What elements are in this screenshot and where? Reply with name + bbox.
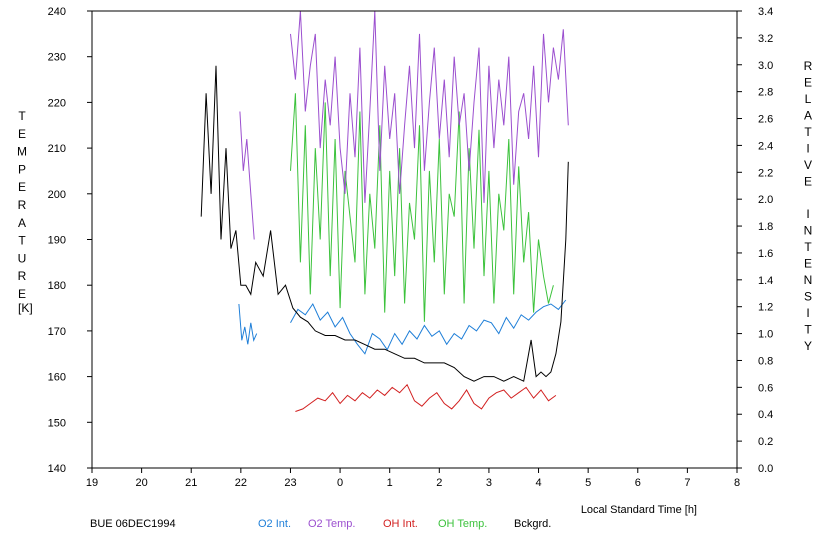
left-tick-label: 190 bbox=[48, 235, 66, 247]
right-axis-label-letter: E bbox=[804, 257, 812, 271]
series-line-oh-temp bbox=[290, 93, 554, 322]
left-axis-unit: [K] bbox=[18, 301, 33, 315]
left-axis-label-letter: R bbox=[18, 269, 27, 283]
legend: O2 Int. O2 Temp. OH Int. OH Temp. Bckgrd. bbox=[258, 518, 551, 530]
right-tick-label: 2.2 bbox=[758, 167, 773, 179]
x-tick-label: 4 bbox=[535, 477, 541, 489]
right-axis-label-letter: I bbox=[806, 141, 809, 155]
x-tick-label: 22 bbox=[235, 477, 247, 489]
left-tick-label: 140 bbox=[48, 463, 66, 475]
x-tick-label: 19 bbox=[86, 477, 98, 489]
right-tick-label: 2.6 bbox=[758, 114, 773, 126]
x-tick-label: 2 bbox=[436, 477, 442, 489]
series-line-o2-temp bbox=[239, 111, 255, 240]
right-axis-label-letter: V bbox=[804, 158, 812, 172]
left-axis-label-letter: R bbox=[18, 198, 27, 212]
x-axis: 19 20 21 22 23 0 1 2 3 4 5 6 7 8 bbox=[86, 468, 740, 489]
right-axis-label-letter: E bbox=[804, 75, 812, 89]
left-tick-label: 200 bbox=[48, 189, 66, 201]
legend-entry: OH Temp. bbox=[438, 518, 487, 530]
right-axis-label-letter: I bbox=[806, 306, 809, 320]
x-tick-label: 23 bbox=[284, 477, 296, 489]
left-tick-label: 220 bbox=[48, 97, 66, 109]
left-tick-label: 170 bbox=[48, 326, 66, 338]
right-tick-label: 1.8 bbox=[758, 221, 773, 233]
left-tick-label: 240 bbox=[48, 6, 66, 18]
right-axis-label-letter: S bbox=[804, 290, 812, 304]
x-tick-label: 0 bbox=[337, 477, 343, 489]
right-axis-label-letter: T bbox=[804, 240, 812, 254]
left-axis-label-letter: P bbox=[18, 162, 26, 176]
legend-entry: O2 Temp. bbox=[308, 518, 356, 530]
right-axis-label-letter: Y bbox=[804, 339, 812, 353]
right-tick-label: 3.0 bbox=[758, 60, 773, 72]
x-tick-label: 7 bbox=[684, 477, 690, 489]
series-line-o2-int bbox=[290, 299, 567, 355]
right-axis-label-letter: T bbox=[804, 323, 812, 337]
left-axis-label-letter: A bbox=[18, 216, 26, 230]
right-tick-label: 0.6 bbox=[758, 382, 773, 394]
left-y-axis: 140 150 160 170 180 190 200 210 220 230 240 bbox=[48, 6, 92, 475]
right-axis-label-letter: E bbox=[804, 174, 812, 188]
left-tick-label: 210 bbox=[48, 143, 66, 155]
series-line-o2-temp bbox=[290, 10, 569, 203]
left-axis-label-letter: E bbox=[18, 180, 26, 194]
right-tick-label: 0.0 bbox=[758, 463, 773, 475]
series-line-bckgrd bbox=[200, 65, 569, 382]
right-axis-label-letter: R bbox=[804, 59, 813, 73]
x-tick-label: 5 bbox=[585, 477, 591, 489]
x-axis-label: Local Standard Time [h] bbox=[581, 504, 697, 516]
x-tick-label: 3 bbox=[486, 477, 492, 489]
x-tick-label: 20 bbox=[135, 477, 147, 489]
right-tick-label: 1.4 bbox=[758, 275, 773, 287]
series-line-o2-int bbox=[238, 303, 258, 345]
left-axis-label-letter: E bbox=[18, 127, 26, 141]
right-axis-label-letter: I bbox=[806, 207, 809, 221]
left-tick-label: 180 bbox=[48, 280, 66, 292]
right-tick-label: 1.0 bbox=[758, 329, 773, 341]
right-tick-label: 2.4 bbox=[758, 140, 773, 152]
right-tick-label: 2.0 bbox=[758, 194, 773, 206]
left-axis-label-letter: T bbox=[18, 109, 26, 123]
legend-entry: OH Int. bbox=[383, 518, 418, 530]
legend-entry: O2 Int. bbox=[258, 518, 291, 530]
left-tick-label: 150 bbox=[48, 417, 66, 429]
left-axis-label-letter: E bbox=[18, 287, 26, 301]
left-tick-label: 230 bbox=[48, 52, 66, 64]
right-y-axis: 0.0 0.2 0.4 0.6 0.8 1.0 1.2 1.4 1.6 1.8 2.0 2.2 2.4 2… bbox=[737, 6, 773, 475]
chart-title: BUE 06DEC1994 bbox=[90, 518, 176, 530]
right-tick-label: 0.8 bbox=[758, 355, 773, 367]
right-tick-label: 1.6 bbox=[758, 248, 773, 260]
right-axis-label-letter: N bbox=[804, 224, 813, 238]
right-axis-label-letter: A bbox=[804, 108, 812, 122]
legend-entry: Bckgrd. bbox=[514, 518, 551, 530]
x-tick-label: 6 bbox=[635, 477, 641, 489]
right-axis-label-letter: N bbox=[804, 273, 813, 287]
x-tick-label: 1 bbox=[387, 477, 393, 489]
right-tick-label: 3.2 bbox=[758, 33, 773, 45]
x-tick-label: 21 bbox=[185, 477, 197, 489]
left-axis-label-letter: M bbox=[17, 145, 27, 159]
right-tick-label: 2.8 bbox=[758, 87, 773, 99]
right-tick-label: 0.2 bbox=[758, 436, 773, 448]
right-tick-label: 1.2 bbox=[758, 302, 773, 314]
right-tick-label: 3.4 bbox=[758, 6, 773, 18]
right-axis-label-letter: L bbox=[805, 92, 812, 106]
left-axis-label-letter: T bbox=[18, 234, 26, 248]
series-line-oh-int bbox=[295, 383, 557, 412]
left-tick-label: 160 bbox=[48, 372, 66, 384]
series-layer bbox=[200, 10, 569, 412]
right-tick-label: 0.4 bbox=[758, 409, 773, 421]
right-axis-label-letter: T bbox=[804, 125, 812, 139]
left-axis-label-letter: U bbox=[18, 251, 27, 265]
x-tick-label: 8 bbox=[734, 477, 740, 489]
